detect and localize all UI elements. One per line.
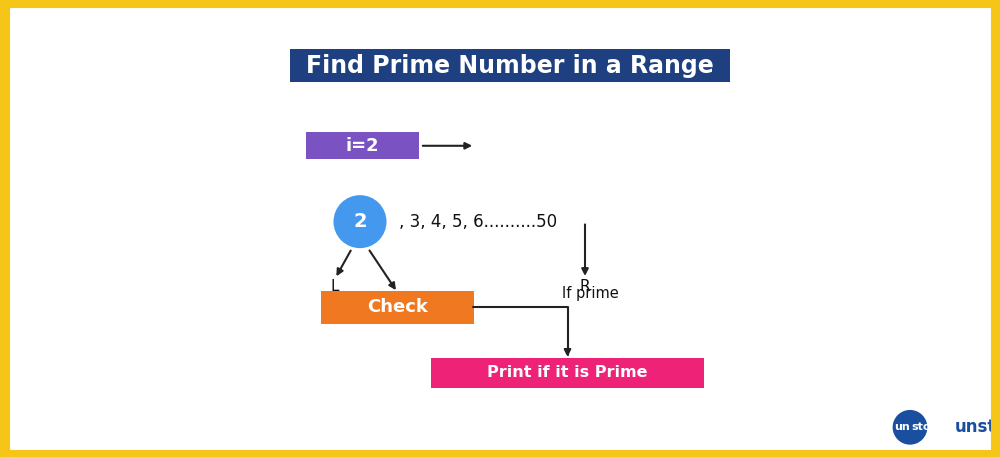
FancyBboxPatch shape — [431, 358, 704, 388]
Text: Find Prime Number in a Range: Find Prime Number in a Range — [306, 54, 714, 78]
Text: Check: Check — [367, 298, 428, 316]
Ellipse shape — [893, 410, 927, 445]
Text: unstop: unstop — [955, 418, 1000, 436]
FancyBboxPatch shape — [321, 291, 474, 324]
Text: R: R — [580, 280, 590, 294]
Text: stop: stop — [911, 422, 938, 432]
Text: 2: 2 — [353, 212, 367, 231]
Ellipse shape — [333, 195, 387, 248]
Text: i=2: i=2 — [346, 137, 379, 155]
Text: L: L — [331, 280, 339, 294]
FancyBboxPatch shape — [290, 49, 730, 82]
Text: , 3, 4, 5, 6..........50: , 3, 4, 5, 6..........50 — [399, 213, 557, 231]
Text: Print if it is Prime: Print if it is Prime — [487, 366, 648, 380]
Text: If prime: If prime — [562, 286, 618, 301]
Text: un: un — [894, 422, 910, 432]
FancyBboxPatch shape — [306, 132, 419, 159]
